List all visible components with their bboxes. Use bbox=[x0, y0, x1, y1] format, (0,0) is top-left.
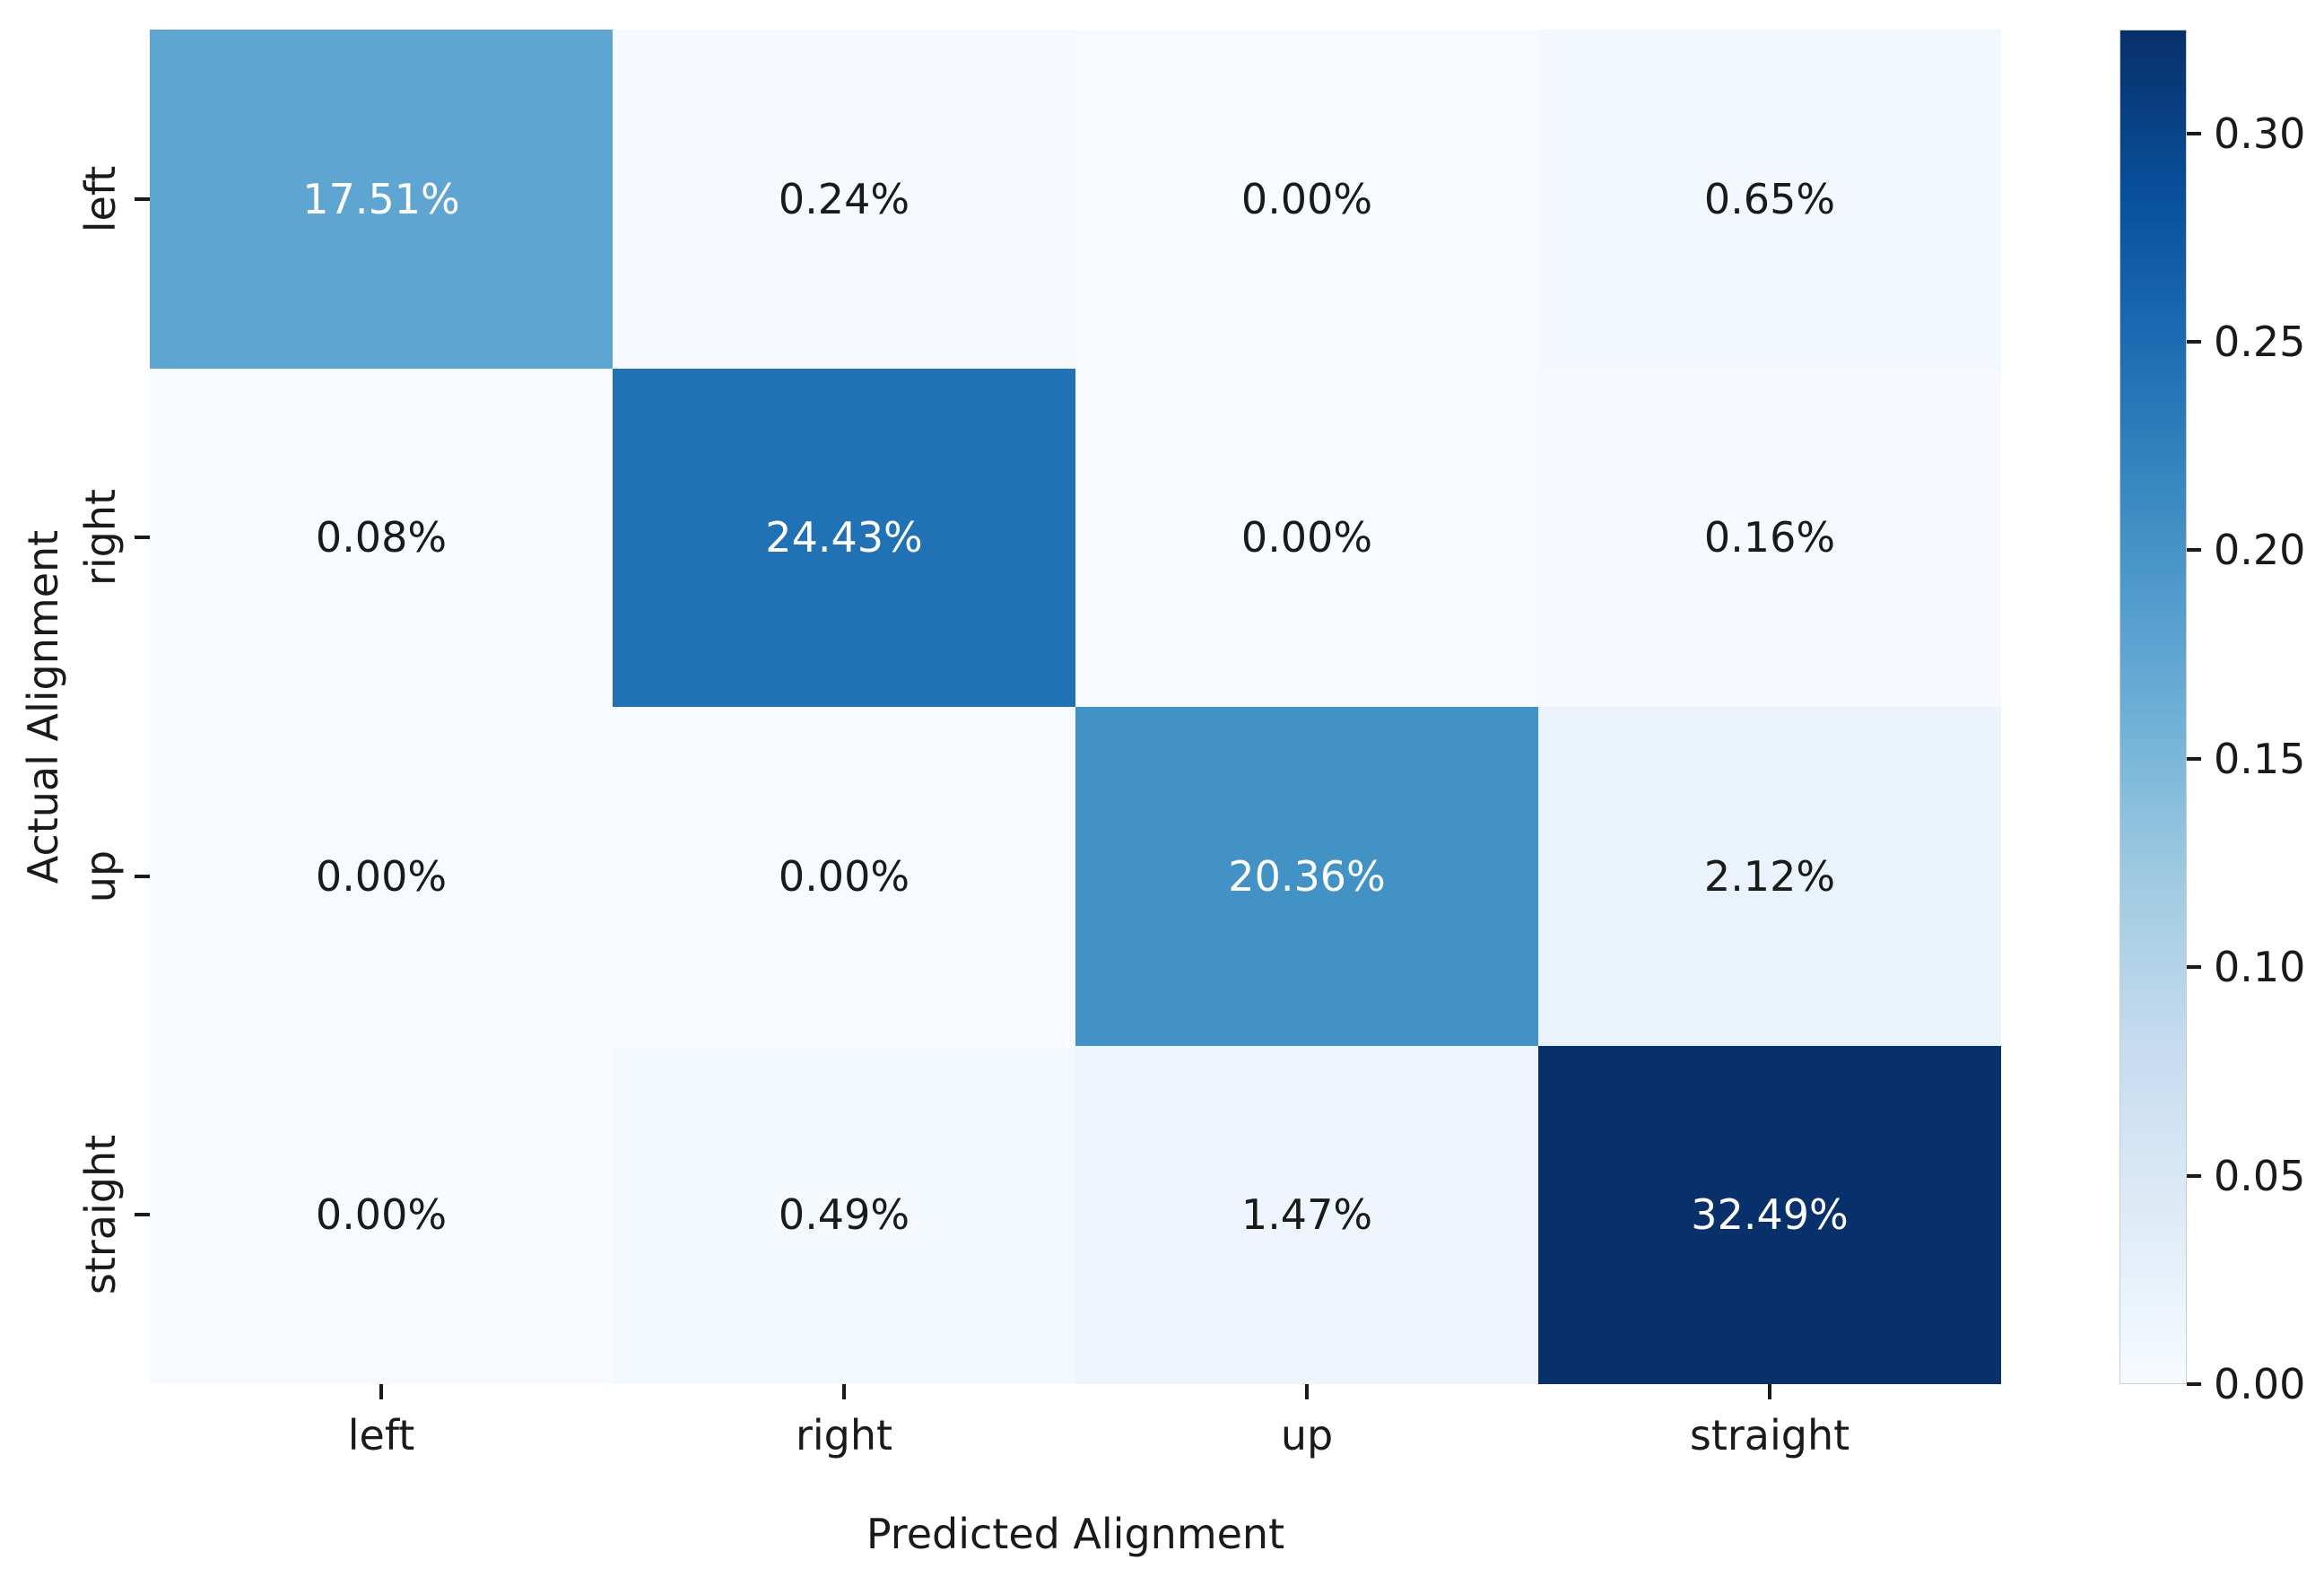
colorbar-tick-mark bbox=[2187, 1382, 2201, 1386]
y-tick-label: straight bbox=[76, 1135, 125, 1295]
x-tick-label: up bbox=[1280, 1411, 1334, 1459]
y-tick-mark bbox=[135, 874, 150, 878]
x-tick-mark bbox=[1768, 1384, 1771, 1399]
heatmap-cell: 0.49% bbox=[613, 1045, 1075, 1384]
y-tick-label: left bbox=[76, 165, 125, 233]
colorbar-tick-label: 0.15 bbox=[2214, 734, 2306, 783]
x-tick-label: right bbox=[795, 1411, 893, 1459]
heatmap-cell: 20.36% bbox=[1075, 707, 1538, 1046]
x-tick-mark bbox=[379, 1384, 383, 1399]
heatmap-cell: 24.43% bbox=[613, 368, 1075, 707]
colorbar-tick-mark bbox=[2187, 131, 2201, 135]
y-tick-mark bbox=[135, 536, 150, 540]
heatmap-grid: 17.51% 0.24% 0.00% 0.65% 0.08% 24.43% 0.00% 0.1… bbox=[150, 30, 2001, 1384]
heatmap-cell: 0.00% bbox=[1075, 30, 1538, 369]
heatmap-cell: 0.00% bbox=[1075, 368, 1538, 707]
y-tick-label: up bbox=[76, 849, 125, 902]
heatmap-cell: 32.49% bbox=[1538, 1045, 2001, 1384]
heatmap-cell: 0.00% bbox=[150, 1045, 613, 1384]
colorbar-tick-label: 0.25 bbox=[2214, 318, 2306, 367]
x-tick-mark bbox=[1305, 1384, 1309, 1399]
x-axis-label: Predicted Alignment bbox=[866, 1510, 1285, 1558]
colorbar-tick-mark bbox=[2187, 756, 2201, 761]
colorbar-tick-label: 0.05 bbox=[2214, 1151, 2306, 1200]
x-tick-mark bbox=[842, 1384, 846, 1399]
heatmap-cell: 0.08% bbox=[150, 368, 613, 707]
heatmap-cell: 0.00% bbox=[150, 707, 613, 1046]
colorbar-tick-label: 0.10 bbox=[2214, 943, 2306, 992]
colorbar-tick-label: 0.00 bbox=[2214, 1360, 2306, 1408]
colorbar-tick-mark bbox=[2187, 340, 2201, 344]
y-tick-mark bbox=[135, 196, 150, 201]
x-tick-label: left bbox=[347, 1411, 415, 1459]
heatmap-cell: 0.65% bbox=[1538, 30, 2001, 369]
heatmap-cell: 0.16% bbox=[1538, 368, 2001, 707]
heatmap-cell: 1.47% bbox=[1075, 1045, 1538, 1384]
heatmap-cell: 17.51% bbox=[150, 30, 613, 369]
colorbar-tick-mark bbox=[2187, 1173, 2201, 1178]
y-axis-label: Actual Alignment bbox=[19, 529, 67, 884]
colorbar-gradient bbox=[2119, 30, 2187, 1384]
colorbar-tick-label: 0.30 bbox=[2214, 109, 2306, 158]
y-tick-mark bbox=[135, 1213, 150, 1217]
colorbar-tick-mark bbox=[2187, 548, 2201, 553]
heatmap-cell: 0.24% bbox=[613, 30, 1075, 369]
heatmap-cell: 2.12% bbox=[1538, 707, 2001, 1046]
y-tick-label: right bbox=[76, 489, 125, 587]
heatmap-cell: 0.00% bbox=[613, 707, 1075, 1046]
x-tick-label: straight bbox=[1689, 1411, 1850, 1459]
colorbar-tick-label: 0.20 bbox=[2214, 526, 2306, 575]
colorbar-tick-mark bbox=[2187, 965, 2201, 970]
